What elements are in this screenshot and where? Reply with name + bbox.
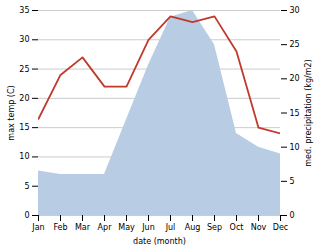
svg-text:date (month): date (month) [133,237,186,246]
svg-text:10: 10 [19,152,29,161]
svg-text:Aug: Aug [185,223,201,232]
svg-text:Oct: Oct [230,223,244,232]
svg-text:Jan: Jan [31,223,44,232]
svg-text:Apr: Apr [98,223,113,232]
svg-text:med. precipitation (kg/m2): med. precipitation (kg/m2) [304,59,313,166]
svg-text:30: 30 [19,35,29,44]
svg-text:20: 20 [19,94,29,103]
svg-text:Mar: Mar [75,223,91,232]
svg-text:20: 20 [290,74,300,83]
svg-text:May: May [118,223,135,232]
svg-text:15: 15 [19,123,29,132]
svg-text:25: 25 [19,65,29,74]
svg-text:Jul: Jul [165,223,176,232]
svg-text:15: 15 [290,109,300,118]
svg-text:0: 0 [290,211,295,220]
svg-text:Jun: Jun [141,223,155,232]
svg-text:0: 0 [24,211,29,220]
svg-text:25: 25 [290,40,300,49]
svg-text:30: 30 [290,6,300,15]
svg-text:Feb: Feb [53,223,67,232]
svg-text:Nov: Nov [251,223,267,232]
svg-text:Sep: Sep [207,223,222,232]
svg-text:Dec: Dec [273,223,288,232]
svg-text:5: 5 [24,182,29,191]
svg-text:5: 5 [290,177,295,186]
svg-text:10: 10 [290,143,300,152]
svg-text:35: 35 [19,6,29,15]
svg-text:max temp (C): max temp (C) [7,85,16,140]
